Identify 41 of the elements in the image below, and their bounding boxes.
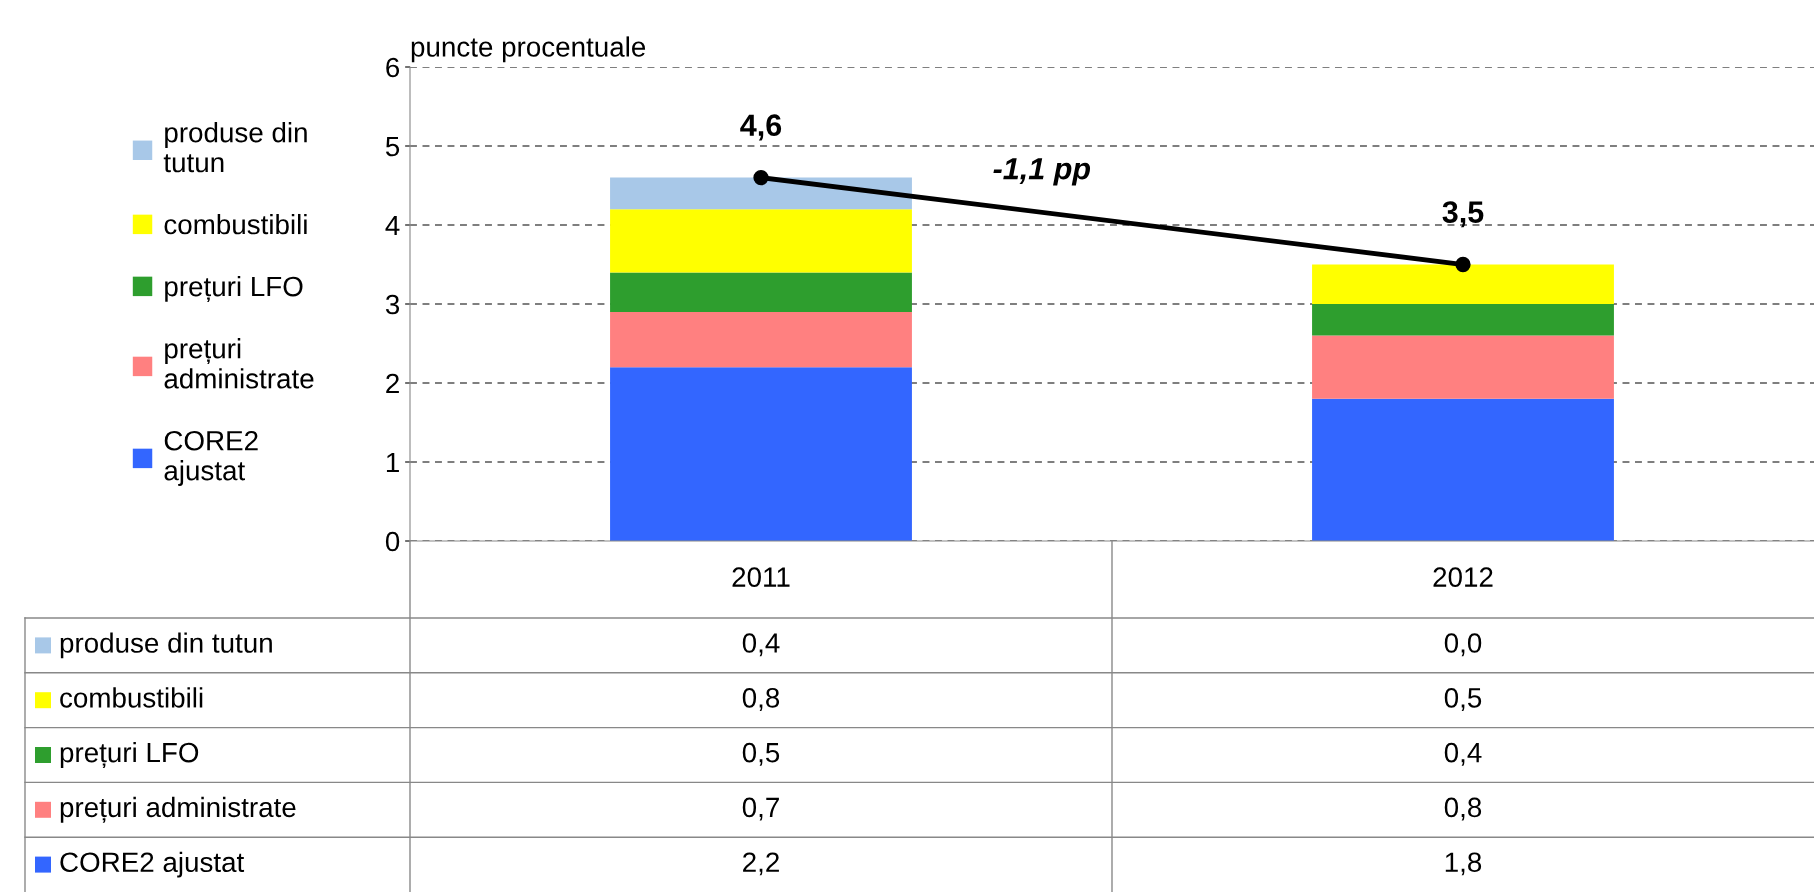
text: CORE2 ajustat xyxy=(60,851,245,878)
data-label: 0,7 xyxy=(742,797,779,821)
legend-label: produse din tutun xyxy=(163,122,307,173)
data-label: 0,4 xyxy=(742,633,780,657)
total-label: 4,6 xyxy=(740,114,782,141)
y-tick-label: 6 xyxy=(386,57,400,78)
y-tick-label: 1 xyxy=(386,452,399,473)
data-label: 0,4 xyxy=(1444,742,1482,766)
data-label: 2,2 xyxy=(743,852,779,876)
bar xyxy=(610,367,912,541)
y-tick-label: 2 xyxy=(386,373,399,394)
text: combustibili xyxy=(60,687,203,708)
x-tick-label: 2012 xyxy=(1433,567,1493,587)
data-label: 0,0 xyxy=(1444,633,1482,657)
data-label: 0,5 xyxy=(1444,687,1482,711)
text: prețuri administrate xyxy=(60,796,296,823)
total-label: 3,5 xyxy=(1442,201,1484,228)
bar xyxy=(1312,304,1614,336)
annotation: -1,1 pp xyxy=(993,158,1091,186)
data-label: 0,8 xyxy=(742,687,780,711)
data-label: 1,8 xyxy=(1445,852,1482,876)
y-tick-label: 0 xyxy=(385,531,400,552)
text: produse din tutun xyxy=(60,632,272,659)
bar xyxy=(1312,264,1614,304)
data-label: 0,5 xyxy=(742,742,780,766)
bar xyxy=(1312,398,1614,541)
x-tick-label: 2011 xyxy=(732,567,790,587)
legend-label: CORE2 ajustat xyxy=(164,430,258,486)
bar xyxy=(610,272,912,312)
y-axis-title: puncte procentuale xyxy=(411,36,646,63)
data-label: 0,8 xyxy=(1444,797,1482,821)
bar xyxy=(610,311,912,368)
legend-label: prețuri administrate xyxy=(164,338,314,389)
bar xyxy=(610,177,912,210)
y-tick-label: 4 xyxy=(385,215,400,236)
y-tick-label: 5 xyxy=(385,136,400,157)
legend-label: combustibili xyxy=(164,213,307,235)
bar xyxy=(1312,335,1614,399)
text: prețuri LFO xyxy=(60,741,199,769)
legend-label: prețuri LFO xyxy=(165,275,303,302)
y-tick-label: 3 xyxy=(385,294,400,315)
